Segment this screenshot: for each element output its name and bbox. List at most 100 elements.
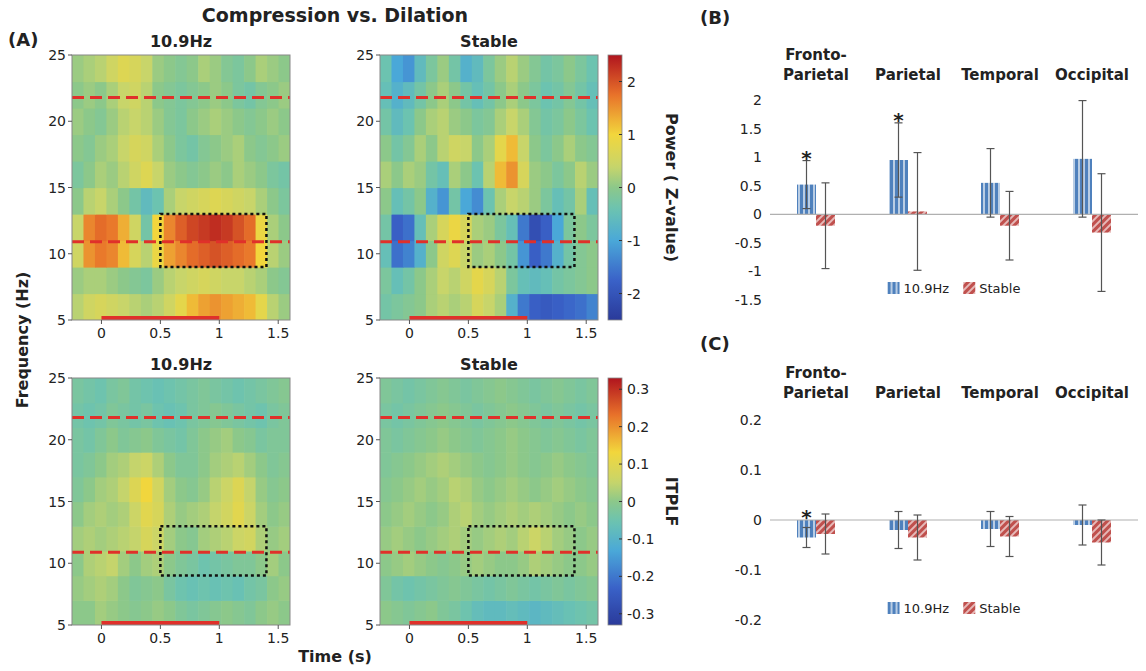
panel-letter: (C) <box>700 333 730 354</box>
heatmap-cell <box>187 502 199 527</box>
heatmap-cell <box>495 267 507 294</box>
heatmap-cell <box>587 378 598 403</box>
heatmap-cell <box>187 477 199 502</box>
heatmap-cell <box>529 294 541 321</box>
colorbar-tick-label: -0.3 <box>627 606 654 622</box>
heatmap-cell <box>152 135 164 162</box>
heatmap-cell <box>210 378 222 403</box>
heatmap-cell <box>175 267 187 294</box>
heatmap-cell <box>483 452 495 477</box>
heatmap-cell <box>233 108 245 135</box>
heatmap-cell <box>256 452 268 477</box>
heatmap-cell <box>414 526 426 551</box>
heatmap-cell <box>552 378 564 403</box>
heatmap-cell <box>587 55 598 82</box>
heatmap-cell <box>495 188 507 215</box>
heatmap-cell <box>141 403 153 428</box>
heatmap-cell <box>552 161 564 188</box>
roi-box <box>160 526 266 575</box>
plot-frame <box>380 378 598 625</box>
heatmap-cell <box>391 477 403 502</box>
heatmap-cell <box>495 135 507 162</box>
heatmap-cell <box>72 403 84 428</box>
heatmap-cell <box>587 551 598 576</box>
y-tick-label: 15 <box>356 494 374 510</box>
y-tick-label: 10 <box>356 246 374 262</box>
heatmap-cell <box>267 576 279 601</box>
heatmap-cell <box>118 188 130 215</box>
heatmap-cell <box>233 82 245 109</box>
x-tick-label: 0 <box>405 325 414 341</box>
y-tick-label: 0 <box>753 512 762 528</box>
heatmap-cell <box>575 55 587 82</box>
heatmap-cell <box>552 108 564 135</box>
colorbar-tick-label: -0.1 <box>627 531 654 547</box>
heatmap-cell <box>141 267 153 294</box>
heatmap-cell <box>210 403 222 428</box>
heatmap-cell <box>483 188 495 215</box>
heatmap-cell <box>460 551 472 576</box>
category-line: Occipital <box>1055 384 1129 402</box>
heatmap-cell <box>267 108 279 135</box>
y-tick <box>376 55 380 56</box>
heatmap-cell <box>233 214 245 241</box>
heatmap-cell <box>210 551 222 576</box>
heatmap-cell <box>391 403 403 428</box>
heatmap-cell <box>141 576 153 601</box>
reference-line <box>72 416 290 419</box>
y-tick-label: 15 <box>48 180 66 196</box>
heatmap-cell <box>426 82 438 109</box>
heatmap-cell <box>529 267 541 294</box>
heatmap-cell <box>95 55 107 82</box>
y-tick-label: 20 <box>356 113 374 129</box>
colorbar-tick-label: -0.2 <box>627 568 654 584</box>
x-tick <box>101 320 102 324</box>
heatmap-cell <box>449 108 461 135</box>
heatmap-cell <box>83 477 95 502</box>
heatmap-cell <box>72 378 84 403</box>
heatmap-cell <box>118 82 130 109</box>
y-tick-label: 0.1 <box>740 462 762 478</box>
heatmap-cell <box>541 214 553 241</box>
heatmap-cell <box>141 108 153 135</box>
heatmap-cell <box>495 378 507 403</box>
heatmap-cell <box>106 241 118 268</box>
heatmap-cell <box>587 214 598 241</box>
heatmap-cell <box>529 576 541 601</box>
heatmap-cell <box>380 452 392 477</box>
heatmap-cell <box>449 188 461 215</box>
heatmap-cell <box>152 576 164 601</box>
error-bar <box>987 149 995 218</box>
heatmap-cell <box>256 161 268 188</box>
heatmap-cell <box>233 526 245 551</box>
heatmap-cell <box>72 477 84 502</box>
x-tick <box>219 320 220 324</box>
heatmap-cell <box>279 108 290 135</box>
y-tick-label: -1.5 <box>735 292 762 308</box>
heatmap-cell <box>380 526 392 551</box>
heatmap-cell <box>449 427 461 452</box>
heatmap-cell <box>267 502 279 527</box>
heatmap-cell <box>575 267 587 294</box>
heatmap-cell <box>506 55 518 82</box>
error-cap <box>1098 173 1106 174</box>
heatmap-cell <box>152 82 164 109</box>
error-cap <box>1098 291 1106 292</box>
heatmap-cell <box>221 576 233 601</box>
heatmap-cell <box>403 214 415 241</box>
heatmap-cell <box>414 214 426 241</box>
significance-mark: * <box>801 146 812 170</box>
heatmap-cell <box>460 452 472 477</box>
y-tick-label: 25 <box>356 370 374 386</box>
heatmap-plot <box>380 55 598 320</box>
heatmap-cell <box>460 576 472 601</box>
heatmap-cell <box>233 452 245 477</box>
error-bar <box>1098 174 1106 292</box>
heatmap-cell <box>391 378 403 403</box>
heatmap-cell <box>564 378 576 403</box>
heatmap-cell <box>564 108 576 135</box>
heatmap-cell <box>95 135 107 162</box>
y-tick-label: 0 <box>753 206 762 222</box>
heatmap-cell <box>437 214 449 241</box>
heatmap-cell <box>426 241 438 268</box>
